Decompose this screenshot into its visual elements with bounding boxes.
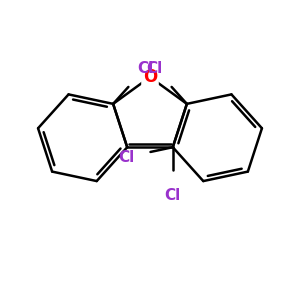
Text: Cl: Cl: [147, 61, 163, 76]
Text: Cl: Cl: [165, 188, 181, 202]
Text: O: O: [143, 68, 157, 86]
Text: Cl: Cl: [137, 61, 153, 76]
Text: Cl: Cl: [118, 150, 134, 165]
